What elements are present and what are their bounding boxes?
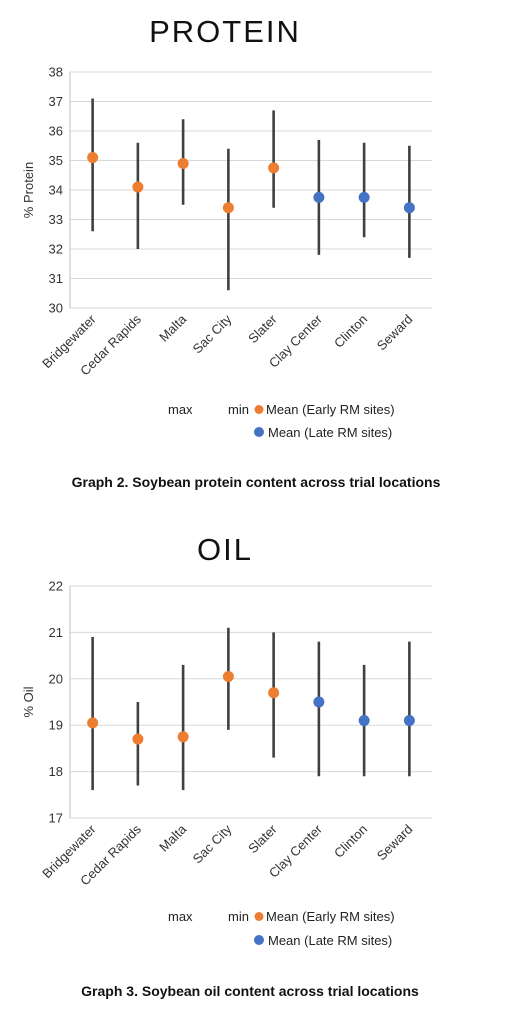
protein-y-tick-label: 36 xyxy=(49,124,63,139)
oil-y-axis-label: % Oil xyxy=(21,686,36,717)
protein-legend-min: min xyxy=(228,402,249,417)
protein-category-label-3: Sac City xyxy=(190,311,235,356)
protein-legend-early-marker xyxy=(254,405,264,414)
oil-y-tick-label: 20 xyxy=(49,671,63,686)
oil-y-tick-label: 18 xyxy=(49,764,63,779)
oil-legend-late-marker xyxy=(254,935,264,945)
oil-legend-early-marker xyxy=(254,912,264,921)
oil-chart-title: OIL xyxy=(197,532,253,567)
oil-mean-point-2 xyxy=(177,731,189,743)
oil-legend: max min Mean (Early RM sites) Mean (Late… xyxy=(168,909,395,948)
oil-mean-point-5 xyxy=(313,696,325,708)
protein-mean-point-1 xyxy=(132,181,144,193)
protein-legend-late-marker xyxy=(254,427,264,437)
protein-chart: PROTEIN % Protein 303132333435363738Brid… xyxy=(21,14,441,490)
oil-category-label-6: Clinton xyxy=(331,822,370,861)
oil-legend-early-label: Mean (Early RM sites) xyxy=(266,909,395,924)
oil-y-tick-label: 22 xyxy=(49,579,63,594)
oil-category-label-4: Slater xyxy=(245,821,280,856)
oil-category-label-2: Malta xyxy=(156,821,190,855)
protein-category-label-7: Seward xyxy=(374,312,416,354)
oil-y-tick-label: 19 xyxy=(49,718,63,733)
oil-legend-max: max xyxy=(168,909,193,924)
oil-mean-point-0 xyxy=(87,717,99,729)
protein-category-label-2: Malta xyxy=(156,311,190,345)
protein-mean-point-2 xyxy=(177,157,189,169)
protein-y-tick-label: 35 xyxy=(49,153,63,168)
oil-y-tick-label: 17 xyxy=(49,811,63,826)
protein-y-tick-label: 30 xyxy=(49,301,63,316)
protein-mean-point-6 xyxy=(358,191,370,203)
oil-legend-late-label: Mean (Late RM sites) xyxy=(268,933,392,948)
protein-mean-point-0 xyxy=(87,152,99,164)
oil-mean-point-6 xyxy=(358,715,370,727)
protein-legend-max: max xyxy=(168,402,193,417)
protein-y-axis-label: % Protein xyxy=(21,162,36,218)
oil-mean-point-7 xyxy=(403,715,415,727)
protein-y-tick-label: 34 xyxy=(49,183,63,198)
protein-mean-point-5 xyxy=(313,191,325,203)
oil-legend-min: min xyxy=(228,909,249,924)
oil-y-tick-label: 21 xyxy=(49,625,63,640)
protein-y-tick-label: 31 xyxy=(49,271,63,286)
oil-category-label-3: Sac City xyxy=(190,821,235,866)
protein-mean-point-3 xyxy=(222,202,234,214)
protein-caption: Graph 2. Soybean protein content across … xyxy=(72,474,441,490)
protein-legend-late-label: Mean (Late RM sites) xyxy=(268,425,392,440)
protein-y-tick-label: 33 xyxy=(49,212,63,227)
protein-mean-point-4 xyxy=(268,162,280,174)
protein-category-label-4: Slater xyxy=(245,311,280,346)
protein-y-tick-label: 32 xyxy=(49,242,63,257)
protein-chart-title: PROTEIN xyxy=(149,14,301,49)
oil-mean-point-4 xyxy=(268,687,280,699)
protein-y-tick-label: 37 xyxy=(49,94,63,109)
protein-mean-point-7 xyxy=(403,202,415,214)
protein-y-tick-label: 38 xyxy=(49,65,63,80)
oil-mean-point-1 xyxy=(132,733,144,745)
oil-mean-point-3 xyxy=(222,670,234,682)
oil-caption: Graph 3. Soybean oil content across tria… xyxy=(81,983,419,999)
protein-legend: max min Mean (Early RM sites) Mean (Late… xyxy=(168,402,395,440)
protein-category-label-6: Clinton xyxy=(331,312,370,351)
oil-category-label-7: Seward xyxy=(374,822,416,864)
protein-legend-early-label: Mean (Early RM sites) xyxy=(266,402,395,417)
